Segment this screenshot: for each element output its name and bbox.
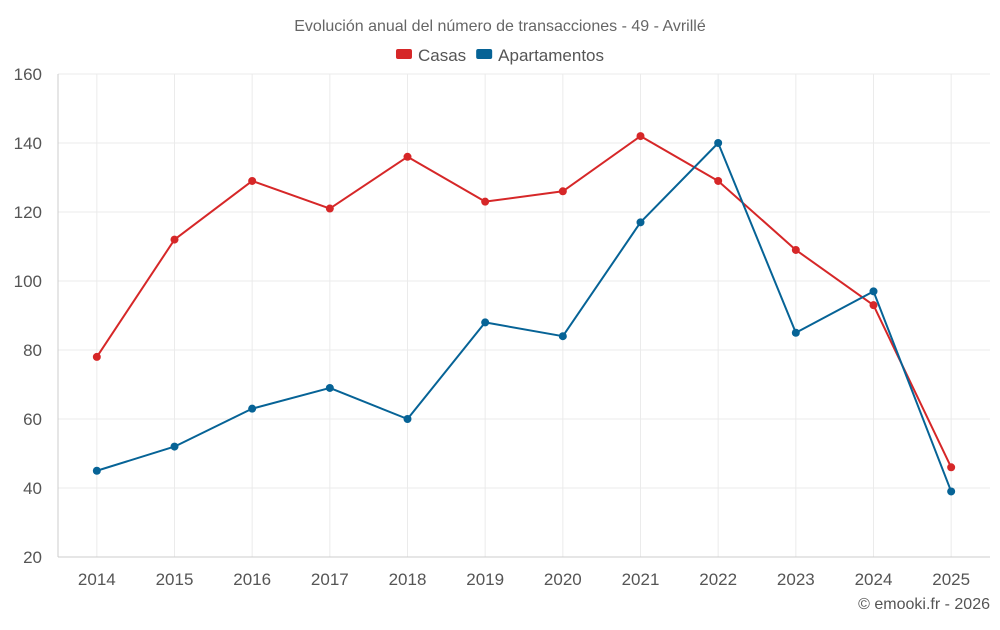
y-tick-label: 140 <box>14 134 42 153</box>
x-tick-label: 2015 <box>156 570 194 589</box>
grid <box>57 73 990 558</box>
legend-label-apartamentos: Apartamentos <box>498 46 604 65</box>
y-tick-label: 100 <box>14 272 42 291</box>
x-axis: 2014 2015 2016 2017 2018 2019 2020 2021 2022 2023… <box>78 570 970 589</box>
data-point-apartamentos <box>947 487 956 496</box>
x-tick-label: 2018 <box>389 570 427 589</box>
legend-swatch-apartamentos <box>476 49 493 59</box>
data-point-apartamentos <box>558 332 567 341</box>
data-point-apartamentos <box>791 328 800 337</box>
x-tick-label: 2023 <box>777 570 815 589</box>
data-point-apartamentos <box>714 139 723 147</box>
data-point-casas <box>947 463 956 472</box>
data-point-apartamentos <box>325 383 334 392</box>
data-point-apartamentos <box>92 466 101 475</box>
series-group <box>92 132 956 496</box>
data-point-casas <box>791 245 800 254</box>
legend-swatch-casas <box>395 49 412 59</box>
x-tick-label: 2025 <box>932 570 970 589</box>
footer-credit: © emooki.fr - 2026 <box>858 596 990 613</box>
x-tick-label: 2021 <box>622 570 660 589</box>
x-tick-label: 2022 <box>699 570 737 589</box>
data-point-casas <box>869 301 878 310</box>
x-tick-label: 2024 <box>855 570 893 589</box>
data-point-casas <box>92 352 101 361</box>
y-tick-label: 120 <box>14 203 42 222</box>
y-tick-label: 40 <box>23 479 42 498</box>
data-point-casas <box>481 197 490 206</box>
y-tick-label: 80 <box>23 341 42 360</box>
data-point-apartamentos <box>170 442 179 451</box>
y-tick-label: 160 <box>14 65 42 84</box>
data-point-apartamentos <box>869 287 878 296</box>
y-axis: 20 40 60 80 100 120 140 160 <box>14 65 42 567</box>
chart-title: Evolución anual del número de transaccio… <box>294 18 706 35</box>
x-tick-label: 2017 <box>311 570 349 589</box>
data-point-casas <box>170 235 179 244</box>
x-tick-label: 2020 <box>544 570 582 589</box>
data-point-apartamentos <box>248 404 257 413</box>
data-point-apartamentos <box>403 415 412 423</box>
data-point-casas <box>636 132 645 141</box>
data-point-casas <box>248 176 257 185</box>
data-point-apartamentos <box>636 218 645 227</box>
series-line-apartamentos <box>96 142 953 492</box>
data-point-casas <box>325 204 334 213</box>
data-point-casas <box>558 187 567 196</box>
data-point-casas <box>714 176 723 185</box>
data-point-casas <box>403 152 412 161</box>
y-tick-label: 60 <box>23 410 42 429</box>
legend-label-casas: Casas <box>418 46 466 65</box>
x-tick-label: 2019 <box>466 570 504 589</box>
x-tick-label: 2016 <box>233 570 271 589</box>
legend: Casas Apartamentos <box>395 46 604 65</box>
data-point-apartamentos <box>481 318 490 327</box>
y-tick-label: 20 <box>23 548 42 567</box>
series-line-casas <box>95 135 953 468</box>
x-tick-label: 2014 <box>78 570 116 589</box>
